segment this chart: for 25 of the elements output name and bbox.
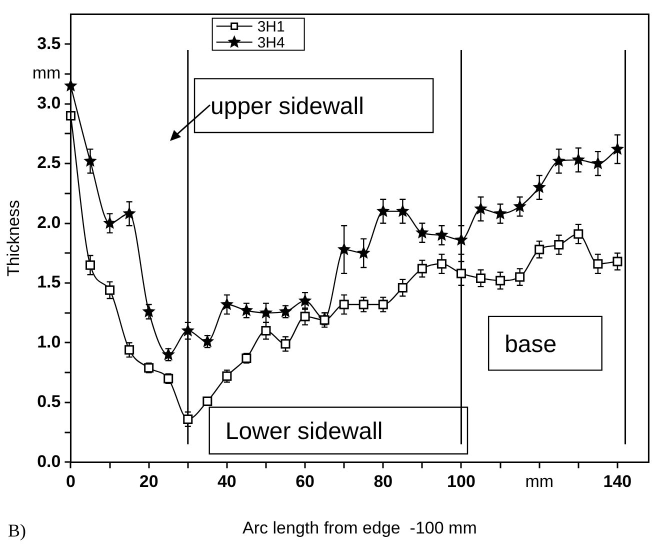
y-tick-label: 0.0	[37, 452, 61, 471]
y-tick-label: mm	[32, 64, 61, 83]
y-axis-title: Thickness	[4, 200, 23, 276]
y-tick-label: 3.0	[37, 93, 61, 112]
text: B)	[8, 520, 26, 541]
x-tick-label: 60	[296, 472, 314, 492]
legend-label: 3H4	[257, 34, 285, 52]
y-tick-label: 1.5	[37, 272, 61, 292]
annotation: upper sidewall	[210, 93, 364, 120]
y-tick-label: 2.0	[37, 212, 61, 232]
x-tick-label: 40	[217, 472, 236, 492]
x-tick-label: 20	[139, 472, 158, 492]
legend-label: 3H1	[257, 18, 285, 36]
x-axis-title: Arc length from edge -100 mm	[242, 518, 477, 538]
x-tick-label: 140	[603, 472, 632, 492]
y-tick-label: 2.5	[37, 153, 61, 172]
x-tick-label: 100	[447, 472, 476, 492]
y-tick-label: 1.0	[37, 332, 61, 352]
annotation: base	[504, 330, 557, 358]
y-tick-label: 0.5	[37, 392, 61, 412]
x-tick-label: 0	[66, 472, 76, 492]
x-tick-label: 80	[374, 472, 393, 492]
x-tick-label: mm	[525, 472, 554, 492]
y-tick-label: 3.5	[37, 34, 61, 53]
annotation: Lower sidewall	[225, 418, 383, 446]
